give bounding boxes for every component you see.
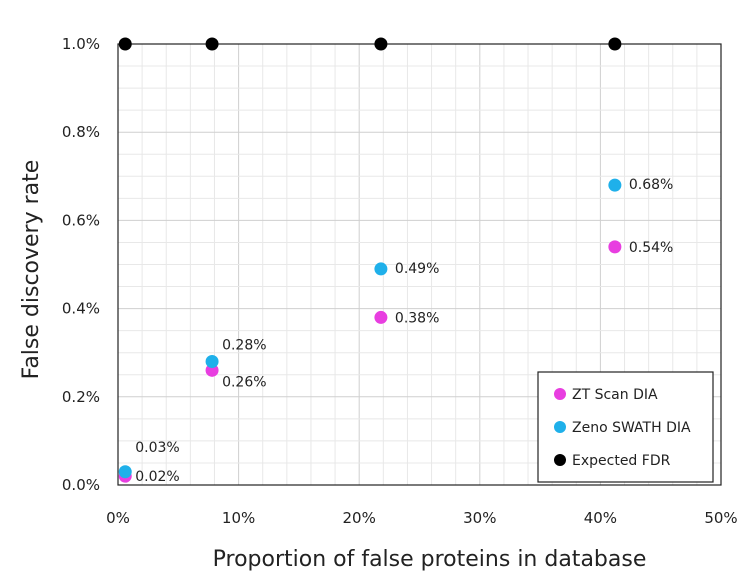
legend: ZT Scan DIA Zeno SWATH DIA Expected FDR xyxy=(537,371,714,483)
plot-frame xyxy=(117,43,722,486)
x-tick-label: 0% xyxy=(106,509,130,527)
data-label-zt-scan-dia: 0.02% xyxy=(135,469,179,485)
point-zeno-swath-dia xyxy=(205,355,219,369)
x-tick-label: 30% xyxy=(463,509,496,527)
point-expected-fdr xyxy=(608,37,622,51)
x-tick-label: 40% xyxy=(584,509,617,527)
x-tick-label: 50% xyxy=(704,509,737,527)
legend-marker xyxy=(554,421,566,433)
y-tick-label: 0.8% xyxy=(62,123,100,141)
point-zeno-swath-dia xyxy=(374,262,388,276)
x-axis-title: Proportion of false proteins in database xyxy=(213,547,647,572)
data-points xyxy=(118,37,622,483)
data-label-zt-scan-dia: 0.26% xyxy=(222,374,266,390)
data-labels: 0.02% 0.26% 0.38% 0.54% 0.03% 0.28% 0.49% 0.68% xyxy=(135,177,673,485)
point-expected-fdr xyxy=(374,37,388,51)
y-tick-label: 0.0% xyxy=(62,476,100,494)
y-tick-label: 0.4% xyxy=(62,300,100,318)
point-zeno-swath-dia xyxy=(608,178,622,192)
data-label-zt-scan-dia: 0.54% xyxy=(629,240,673,256)
legend-label: Expected FDR xyxy=(572,453,671,469)
legend-label: ZT Scan DIA xyxy=(572,387,658,403)
point-expected-fdr xyxy=(118,37,132,51)
data-label-zeno-swath-dia: 0.28% xyxy=(222,338,266,354)
point-zeno-swath-dia xyxy=(118,465,132,479)
legend-label: Zeno SWATH DIA xyxy=(572,420,691,436)
point-zt-scan-dia xyxy=(608,240,622,254)
x-tick-label: 20% xyxy=(343,509,376,527)
y-tick-label: 0.6% xyxy=(62,211,100,229)
legend-marker xyxy=(554,388,566,400)
data-label-zeno-swath-dia: 0.68% xyxy=(629,177,673,193)
data-label-zeno-swath-dia: 0.49% xyxy=(395,261,439,277)
y-axis-title: False discovery rate xyxy=(19,160,44,380)
x-tick-label: 10% xyxy=(222,509,255,527)
legend-box xyxy=(537,371,714,483)
data-label-zeno-swath-dia: 0.03% xyxy=(135,440,179,456)
legend-marker xyxy=(554,454,566,466)
y-tick-label: 0.2% xyxy=(62,388,100,406)
data-label-zt-scan-dia: 0.38% xyxy=(395,310,439,326)
x-axis-ticks: 0% 10% 20% 30% 40% 50% xyxy=(106,509,738,527)
y-axis-ticks: 0.0% 0.2% 0.4% 0.6% 0.8% 1.0% xyxy=(62,35,100,494)
point-expected-fdr xyxy=(205,37,219,51)
y-tick-label: 1.0% xyxy=(62,35,100,53)
point-zt-scan-dia xyxy=(374,310,388,324)
